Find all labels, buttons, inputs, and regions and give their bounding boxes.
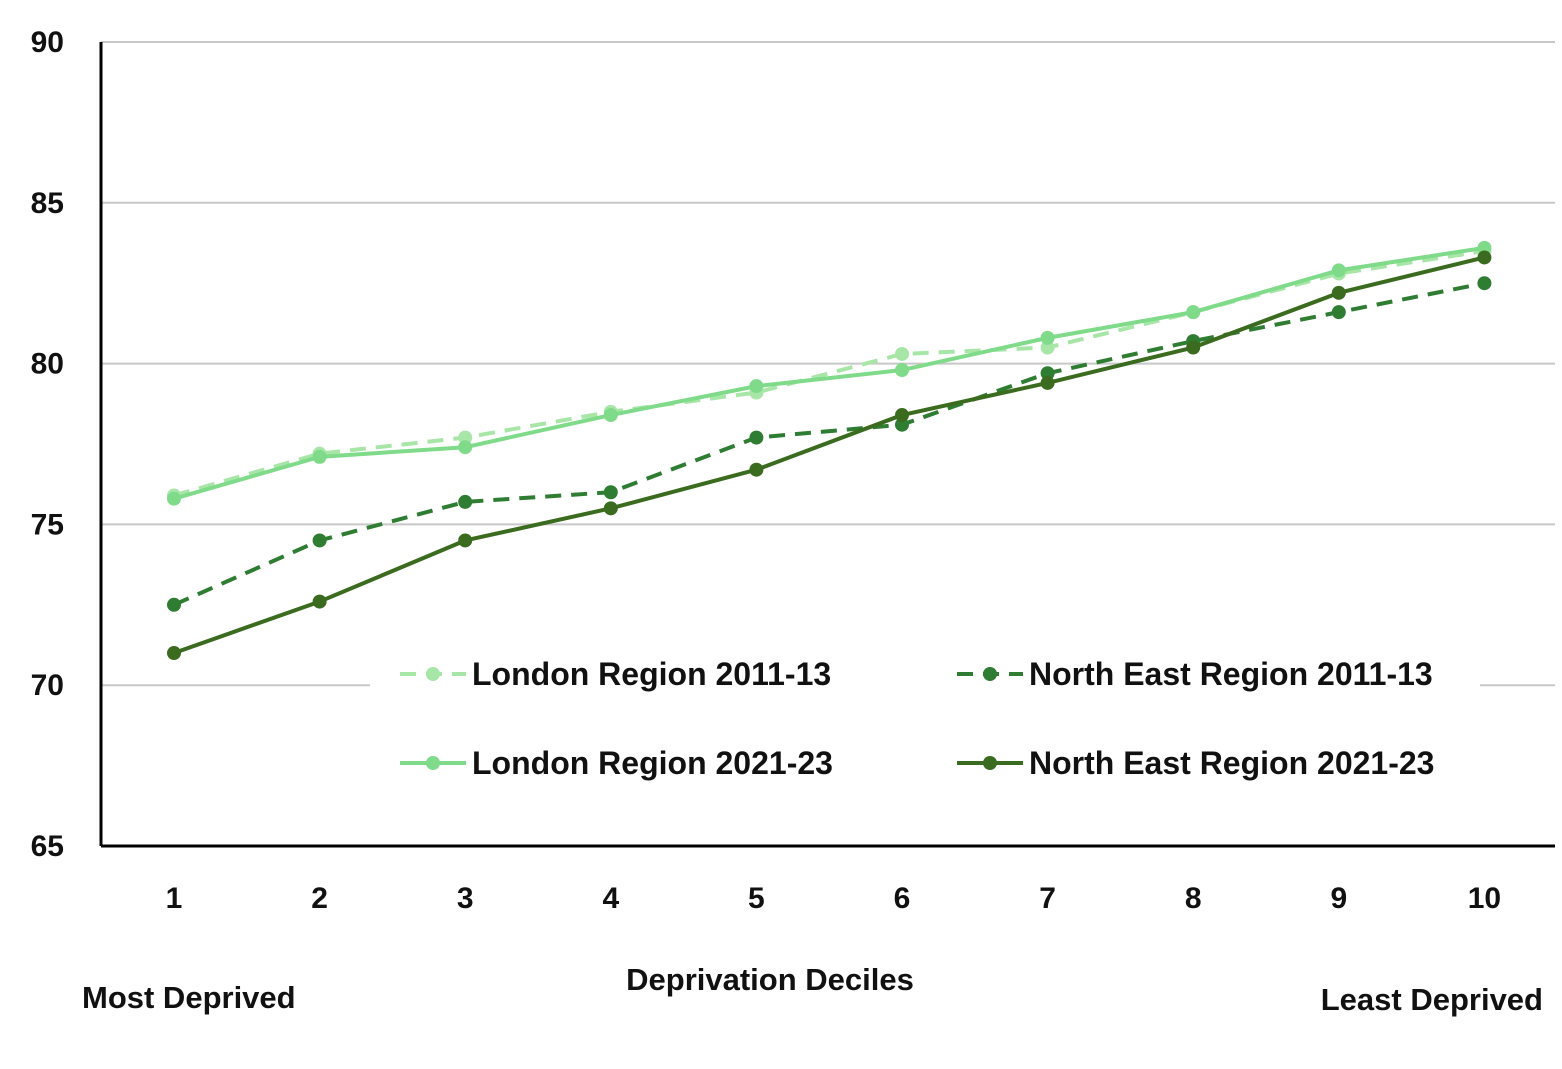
legend-swatch-marker	[983, 667, 997, 681]
x-tick-label: 6	[894, 882, 911, 915]
data-point	[167, 597, 181, 612]
y-tick-label: 70	[31, 669, 64, 702]
legend-label: London Region 2011-13	[472, 656, 831, 692]
x-left-end-label: Most Deprived	[82, 980, 296, 1015]
series-line	[173, 281, 1485, 607]
y-tick-label: 85	[31, 187, 64, 220]
data-point	[1040, 340, 1055, 355]
y-tick-label: 75	[31, 508, 64, 541]
legend: London Region 2011-13 North East Region 2…	[370, 640, 1480, 800]
x-tick-label: 7	[1039, 882, 1056, 915]
data-point	[749, 430, 764, 445]
data-point	[1040, 375, 1055, 390]
data-point	[1040, 366, 1055, 381]
y-tick-labels: 65 70 75 80 85 90	[31, 26, 64, 863]
data-point	[458, 533, 473, 548]
x-tick-label: 10	[1468, 882, 1501, 915]
data-point	[167, 491, 181, 506]
y-tick-label: 65	[31, 830, 64, 863]
axes	[99, 42, 1555, 848]
data-point	[895, 408, 909, 423]
x-tick-labels: 1 2 3 4 5 6 7 8 9 10	[166, 882, 1501, 915]
data-point	[603, 485, 618, 500]
series-line	[173, 255, 1485, 655]
series-layer	[167, 240, 1492, 661]
legend-item: North East Region 2021-23	[957, 745, 1434, 781]
data-point	[895, 363, 909, 378]
data-point	[1186, 305, 1201, 320]
data-point	[603, 408, 618, 423]
x-right-end-label: Least Deprived	[1321, 982, 1543, 1017]
legend-swatch-marker	[983, 756, 997, 770]
x-tick-label: 5	[748, 882, 765, 915]
x-tick-label: 2	[311, 882, 328, 915]
data-point	[458, 440, 473, 455]
data-point	[1331, 263, 1346, 278]
legend-label: North East Region 2011-13	[1029, 656, 1433, 692]
x-tick-label: 8	[1185, 882, 1202, 915]
x-tick-label: 9	[1330, 882, 1347, 915]
x-axis-title: Deprivation Deciles	[626, 962, 914, 997]
data-point	[312, 533, 327, 548]
data-point	[603, 501, 618, 516]
series-3	[167, 250, 1492, 661]
data-point	[458, 430, 473, 445]
series-1	[167, 276, 1492, 612]
data-point	[458, 494, 473, 509]
data-point	[312, 449, 327, 464]
data-point	[1331, 305, 1346, 320]
legend-label: North East Region 2021-23	[1029, 745, 1434, 781]
x-tick-label: 3	[457, 882, 474, 915]
y-tick-label: 90	[31, 26, 64, 59]
data-point	[1477, 240, 1492, 255]
x-tick-label: 1	[166, 882, 183, 915]
data-point	[1477, 250, 1492, 265]
x-tick-label: 4	[602, 882, 619, 915]
data-point	[895, 417, 909, 432]
legend-item: North East Region 2011-13	[957, 656, 1433, 692]
data-point	[1331, 285, 1346, 300]
data-point	[1040, 330, 1055, 345]
data-point	[895, 346, 909, 361]
series-2	[167, 240, 1492, 506]
data-point	[167, 646, 181, 661]
data-point	[1186, 340, 1201, 355]
legend-swatch-marker	[426, 756, 440, 770]
legend-swatch-marker	[426, 667, 440, 681]
data-point	[749, 379, 764, 394]
legend-item: London Region 2011-13	[400, 656, 831, 692]
legend-label: London Region 2021-23	[472, 745, 833, 781]
series-line	[173, 245, 1485, 501]
y-tick-label: 80	[31, 348, 64, 381]
data-point	[749, 462, 764, 477]
legend-background	[370, 640, 1480, 800]
legend-item: London Region 2021-23	[400, 745, 833, 781]
data-point	[1477, 276, 1492, 291]
data-point	[312, 594, 327, 609]
